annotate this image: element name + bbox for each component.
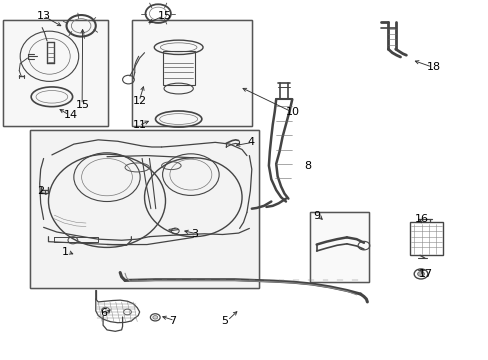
Text: 14: 14: [64, 111, 78, 121]
Text: 16: 16: [414, 214, 428, 224]
Text: 13: 13: [37, 11, 51, 21]
Text: 2: 2: [37, 186, 44, 196]
Text: 7: 7: [168, 316, 176, 325]
Circle shape: [417, 271, 424, 276]
Text: 8: 8: [304, 161, 310, 171]
Text: 10: 10: [285, 107, 299, 117]
Text: 17: 17: [418, 269, 432, 279]
Text: 4: 4: [246, 138, 254, 147]
Bar: [162, 51, 194, 85]
Text: 6: 6: [101, 309, 107, 318]
Bar: [3, 21, 108, 126]
Text: 5: 5: [221, 316, 228, 325]
Text: 3: 3: [190, 229, 198, 239]
Text: 15: 15: [76, 100, 90, 110]
Bar: [132, 21, 251, 126]
Text: 9: 9: [312, 211, 319, 221]
Text: 15: 15: [158, 11, 172, 21]
Bar: [30, 130, 259, 288]
Bar: [409, 222, 443, 255]
Bar: [132, 21, 251, 126]
Circle shape: [153, 316, 158, 319]
Bar: [310, 212, 368, 282]
Bar: [3, 21, 108, 126]
Bar: [310, 212, 368, 282]
Text: 1: 1: [61, 247, 68, 257]
Text: 11: 11: [133, 121, 146, 130]
Bar: [30, 130, 259, 288]
Bar: [310, 212, 368, 282]
Bar: [30, 130, 259, 288]
Text: 12: 12: [133, 96, 147, 106]
Bar: [3, 21, 108, 126]
Text: 18: 18: [426, 62, 440, 72]
Bar: [132, 21, 251, 126]
